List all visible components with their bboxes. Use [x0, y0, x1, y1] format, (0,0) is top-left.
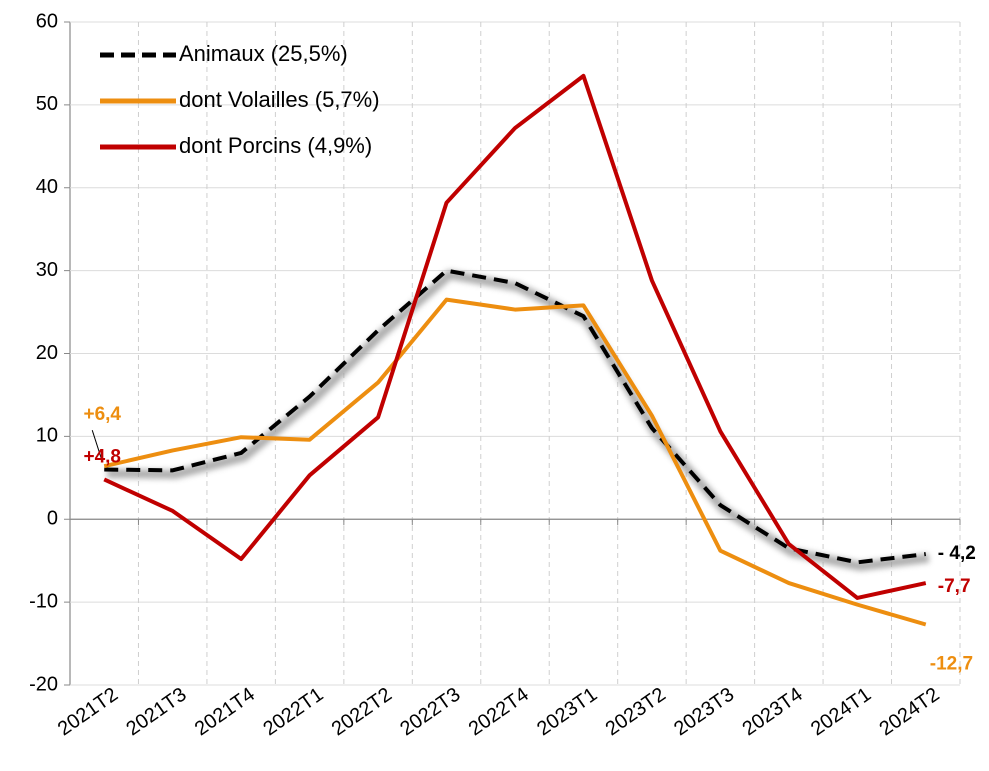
x-tick-label: 2023T2 — [602, 683, 670, 740]
y-tick-label: 50 — [36, 93, 58, 115]
line-shadow — [107, 269, 930, 571]
value-label: -7,7 — [938, 576, 971, 597]
x-tick-label: 2024T1 — [807, 683, 875, 740]
leader-line — [91, 430, 102, 459]
y-tick-label: -10 — [29, 590, 58, 612]
x-tick-label: 2023T1 — [533, 683, 601, 740]
value-label: -12,7 — [930, 654, 973, 675]
legend-label: Animaux (25,5%) — [179, 41, 348, 66]
y-tick-label: -20 — [29, 673, 58, 695]
y-tick-label: 30 — [36, 259, 58, 281]
value-label: +6,4 — [83, 404, 121, 425]
legend-label: dont Volailles (5,7%) — [179, 87, 380, 112]
y-tick-label: 20 — [36, 342, 58, 364]
value-label: - 4,2 — [938, 543, 976, 564]
x-tick-label: 2023T4 — [739, 683, 807, 740]
y-tick-label: 60 — [36, 10, 58, 32]
x-tick-label: 2022T1 — [259, 683, 327, 740]
value-label: +4,8 — [83, 446, 121, 467]
legend-label: dont Porcins (4,9%) — [179, 133, 372, 158]
series-line — [104, 268, 927, 565]
y-tick-label: 10 — [36, 425, 58, 447]
x-tick-label: 2024T2 — [875, 683, 943, 740]
x-tick-label: 2023T3 — [670, 683, 738, 740]
x-tick-label: 2022T3 — [396, 683, 464, 740]
x-tick-label: 2021T2 — [54, 683, 122, 740]
x-tick-label: 2022T4 — [465, 683, 533, 740]
x-tick-label: 2021T3 — [122, 683, 190, 740]
y-tick-label: 0 — [47, 508, 58, 530]
y-tick-label: 40 — [36, 176, 58, 198]
series-line — [103, 73, 927, 600]
x-tick-label: 2021T4 — [191, 683, 259, 740]
series-line — [103, 297, 927, 627]
x-tick-label: 2022T2 — [328, 683, 396, 740]
